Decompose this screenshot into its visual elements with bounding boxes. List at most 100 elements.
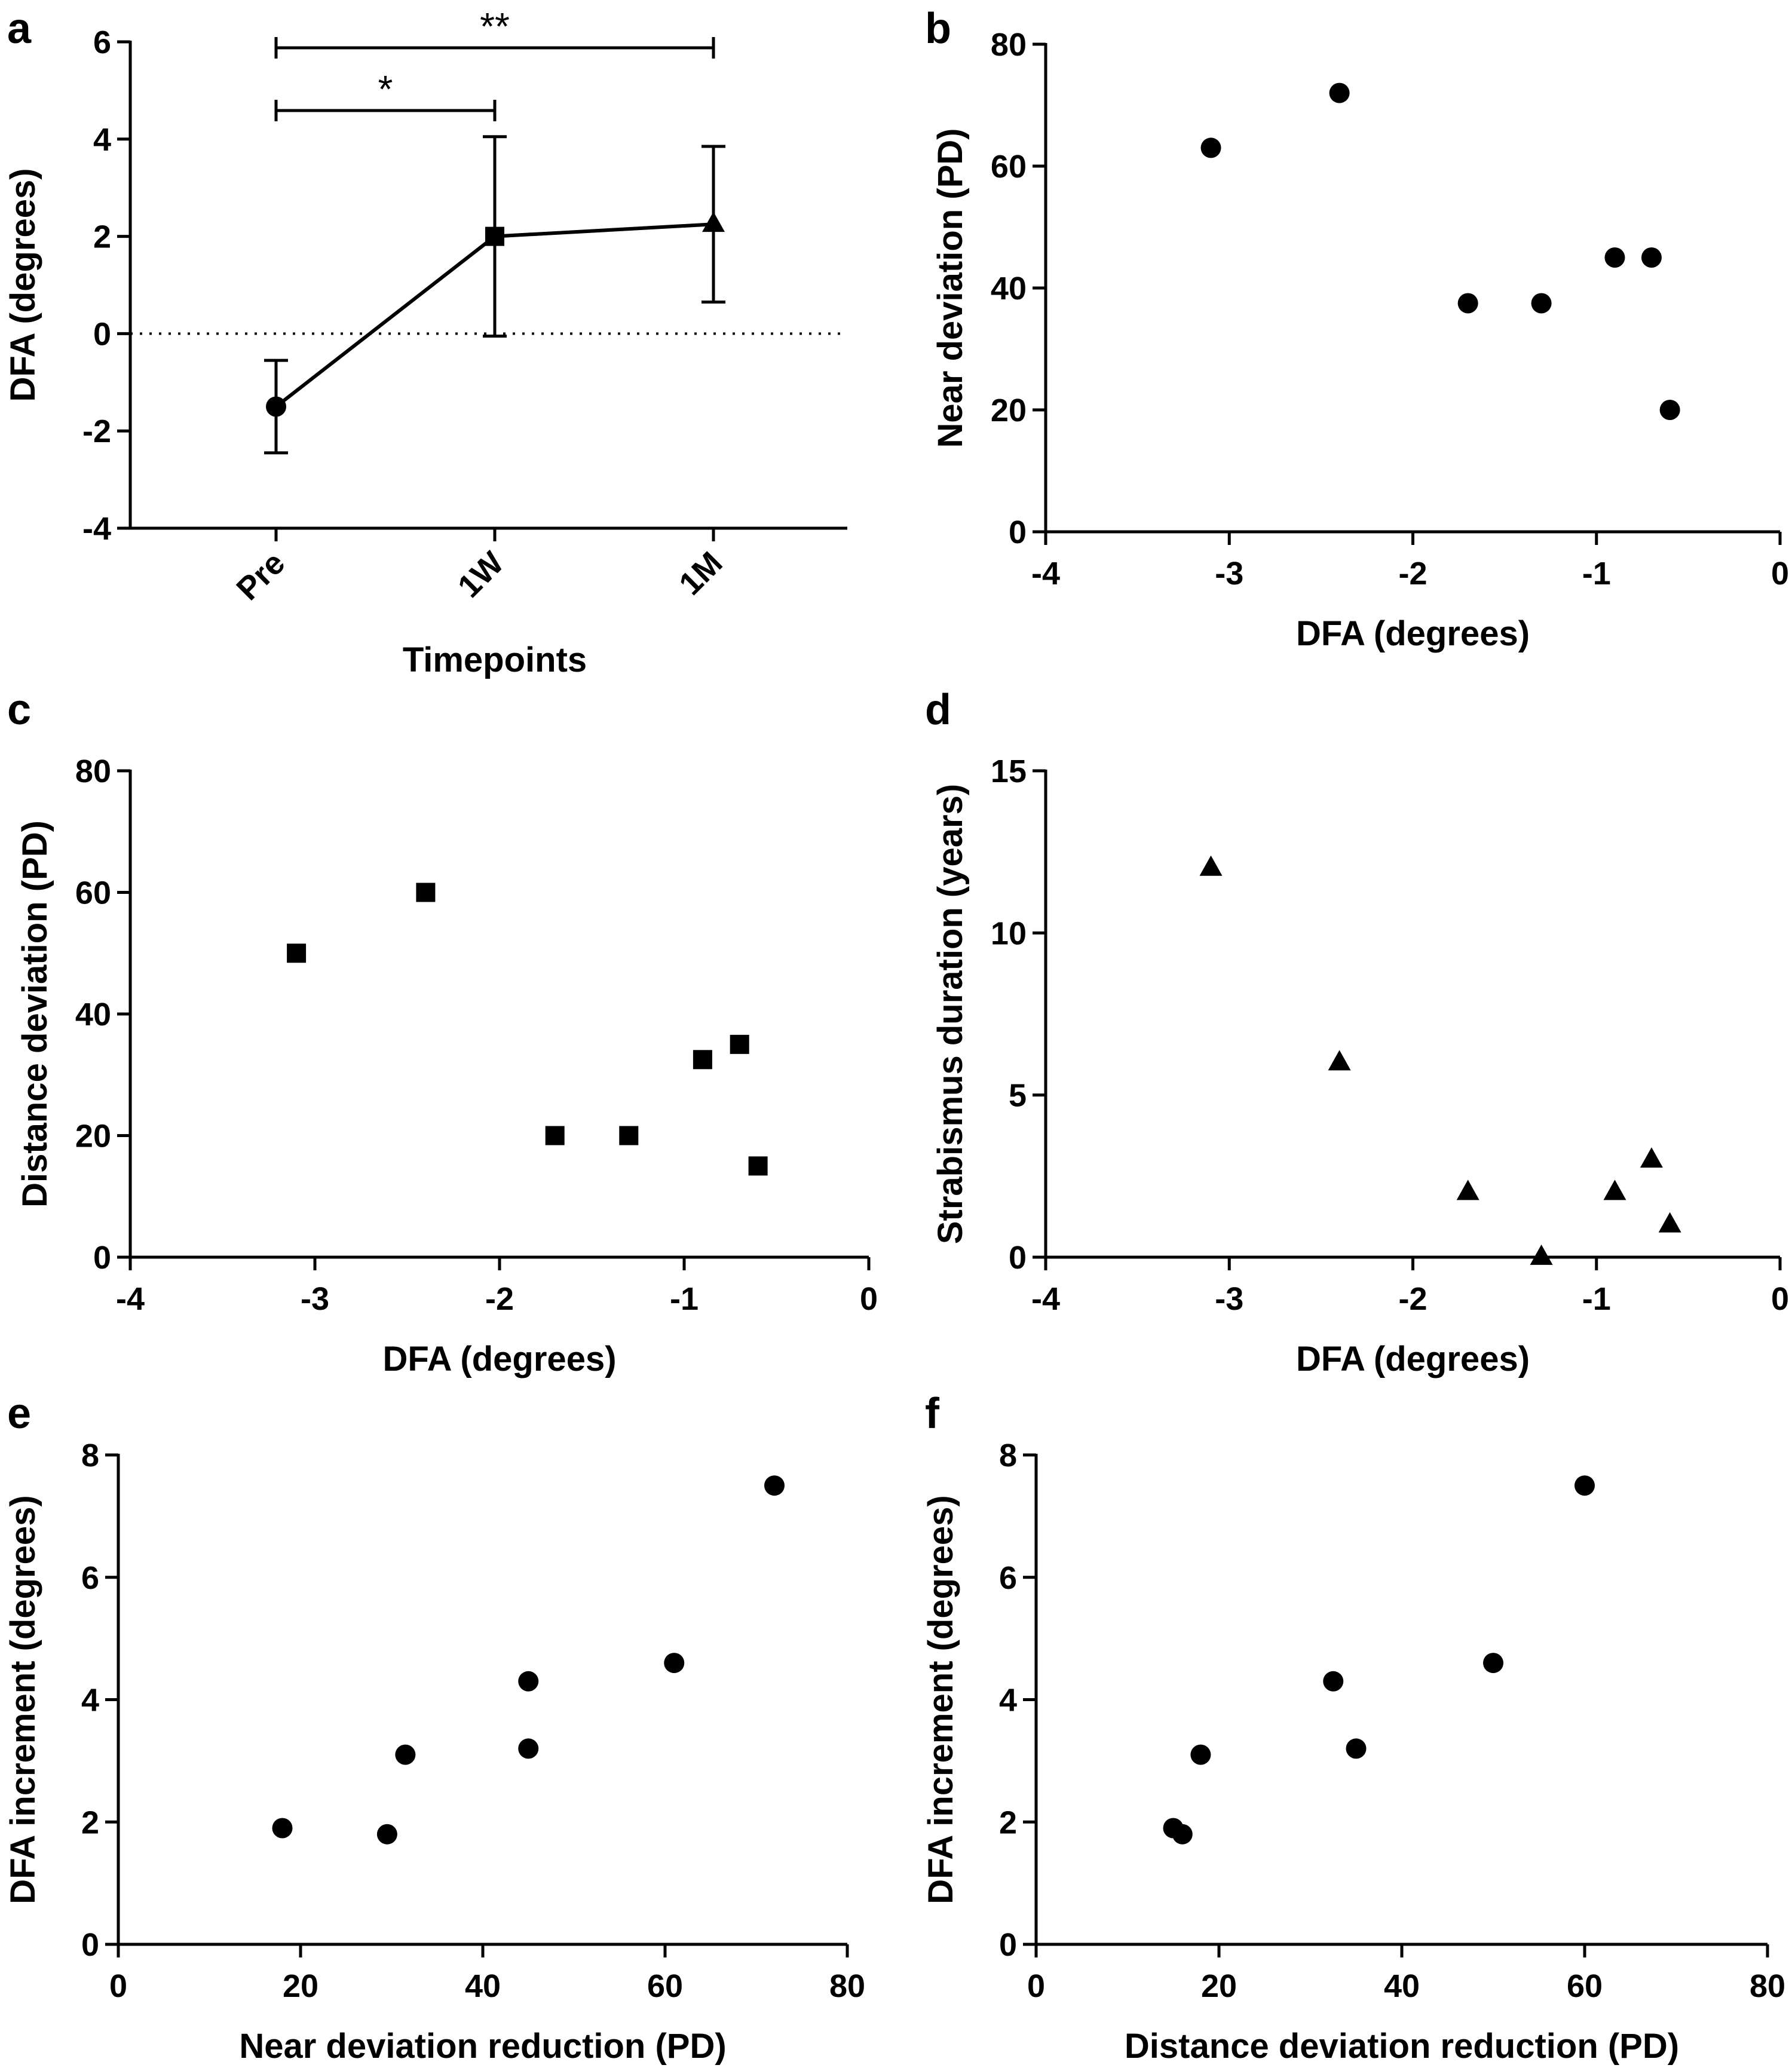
panel-f-ytick-label: 6 — [999, 1560, 1017, 1596]
panel-d-point — [1658, 1212, 1681, 1233]
panel-b-point — [1641, 247, 1662, 268]
panel-d-point — [1328, 1050, 1351, 1071]
panel-f-ytick-label: 2 — [999, 1805, 1017, 1840]
panel-a-point — [485, 226, 504, 246]
panel-d-point — [1603, 1180, 1626, 1200]
panel-a-category-label: 1W — [451, 545, 511, 605]
panel-b-point — [1200, 137, 1221, 158]
panel-a-ytick-label: 0 — [93, 316, 111, 352]
panel-c-ytick-label: 0 — [93, 1240, 111, 1276]
panel-b-xtick-label: -3 — [1215, 556, 1243, 592]
panel-e-x-title: Near deviation reduction (PD) — [239, 2027, 726, 2066]
panel-c-x-title: DFA (degrees) — [382, 1340, 616, 1378]
panel-a-ytick-label: 4 — [93, 122, 111, 158]
panel-c-xtick-label: -2 — [485, 1281, 514, 1317]
panel-f-xtick-label: 80 — [1750, 1968, 1785, 2004]
panel-d-xtick-label: -1 — [1582, 1281, 1611, 1317]
panel-a-point — [702, 212, 725, 232]
panel-a-point — [266, 396, 286, 417]
panel-c-point — [693, 1050, 712, 1070]
panel-a-ytick-label: -2 — [82, 413, 111, 449]
panel-f-ytick-label: 0 — [999, 1927, 1017, 1963]
panel-a-category-label: 1M — [672, 545, 729, 602]
panel-b-point — [1329, 82, 1350, 103]
panel-e-xtick-label: 80 — [829, 1968, 865, 2004]
panel-d-ytick-label: 0 — [1009, 1240, 1027, 1276]
panel-b-xtick-label: -1 — [1582, 556, 1611, 592]
panel-f-xtick-label: 0 — [1027, 1968, 1045, 2004]
panel-c-ytick-label: 20 — [75, 1119, 111, 1154]
panel-f-point — [1346, 1738, 1367, 1759]
panel-e-label: e — [7, 1390, 31, 1438]
panel-b-xtick-label: 0 — [1771, 556, 1789, 592]
panel-a-sig-label: * — [378, 68, 393, 111]
panel-f-xtick-label: 40 — [1384, 1968, 1420, 2004]
panel-c-xtick-label: -1 — [670, 1281, 699, 1317]
panel-f-y-title: DFA increment (degrees) — [921, 1495, 960, 1904]
panel-e-point — [272, 1818, 293, 1839]
panel-e-ytick-label: 6 — [81, 1560, 99, 1596]
panel-f-point — [1190, 1744, 1211, 1765]
panel-d-label: d — [925, 686, 951, 734]
panel-c-ytick-label: 60 — [75, 875, 111, 911]
panel-c-point — [545, 1126, 565, 1145]
panel-a-ytick-label: 2 — [93, 219, 111, 255]
panel-e-ytick-label: 4 — [81, 1683, 99, 1718]
panel-c-xtick-label: -4 — [116, 1281, 145, 1317]
panel-f-point — [1172, 1824, 1193, 1845]
panel-d-xtick-label: -3 — [1215, 1281, 1243, 1317]
panel-d-point — [1640, 1147, 1663, 1168]
panel-b-point — [1531, 293, 1552, 314]
panel-c-y-title: Distance deviation (PD) — [16, 820, 54, 1208]
panel-b-point — [1604, 247, 1625, 268]
panel-a-label: a — [7, 5, 32, 53]
panel-a-x-title: Timepoints — [403, 641, 587, 679]
panel-b-y-title: Near deviation (PD) — [931, 128, 970, 448]
panel-a-y-title: DFA (degrees) — [4, 168, 42, 402]
panel-e-xtick-label: 0 — [109, 1968, 127, 2004]
panel-f-x-title: Distance deviation reduction (PD) — [1125, 2027, 1679, 2066]
panel-f-point — [1574, 1475, 1595, 1496]
panel-c-point — [416, 883, 436, 902]
panel-c-ytick-label: 40 — [75, 997, 111, 1033]
panel-a-category-label: Pre — [229, 545, 292, 607]
panel-c-xtick-label: -3 — [301, 1281, 329, 1317]
panel-d-xtick-label: -4 — [1031, 1281, 1060, 1317]
panel-b-ytick-label: 40 — [991, 271, 1027, 307]
panel-d-ytick-label: 15 — [991, 753, 1027, 789]
panel-b-ytick-label: 0 — [1009, 514, 1027, 550]
panel-f-xtick-label: 60 — [1567, 1968, 1603, 2004]
panel-e-ytick-label: 2 — [81, 1805, 99, 1840]
panel-c-point — [619, 1126, 639, 1145]
panel-c-point — [748, 1156, 768, 1176]
panel-b-label: b — [925, 5, 951, 53]
panel-b-x-title: DFA (degrees) — [1296, 614, 1530, 653]
panel-e-point — [518, 1671, 539, 1692]
panel-b-point — [1659, 400, 1680, 420]
panel-d-point — [1199, 855, 1223, 876]
panel-e-ytick-label: 8 — [81, 1438, 99, 1473]
panel-c-label: c — [7, 686, 31, 734]
panel-f-point — [1323, 1671, 1344, 1692]
panel-c-point — [730, 1034, 749, 1054]
panel-e-point — [664, 1653, 685, 1674]
panel-e-xtick-label: 20 — [283, 1968, 318, 2004]
panel-f-label: f — [925, 1390, 940, 1438]
panel-d-point — [1530, 1244, 1553, 1265]
panel-d-x-title: DFA (degrees) — [1296, 1340, 1530, 1378]
panel-f-ytick-label: 4 — [999, 1683, 1017, 1718]
panel-e-ytick-label: 0 — [81, 1927, 99, 1963]
panel-e-xtick-label: 40 — [465, 1968, 501, 2004]
panel-b-ytick-label: 20 — [991, 393, 1027, 428]
panel-d-xtick-label: 0 — [1771, 1281, 1789, 1317]
panel-b-xtick-label: -2 — [1398, 556, 1427, 592]
panel-d-ytick-label: 10 — [991, 915, 1027, 951]
panel-a-sig-label: ** — [480, 5, 510, 48]
panel-e-point — [764, 1475, 785, 1496]
panel-b-xtick-label: -4 — [1031, 556, 1060, 592]
panel-e-point — [395, 1744, 416, 1765]
panel-a-ytick-label: -4 — [82, 511, 111, 547]
panel-e-point — [518, 1738, 539, 1759]
panel-e-point — [376, 1824, 397, 1845]
